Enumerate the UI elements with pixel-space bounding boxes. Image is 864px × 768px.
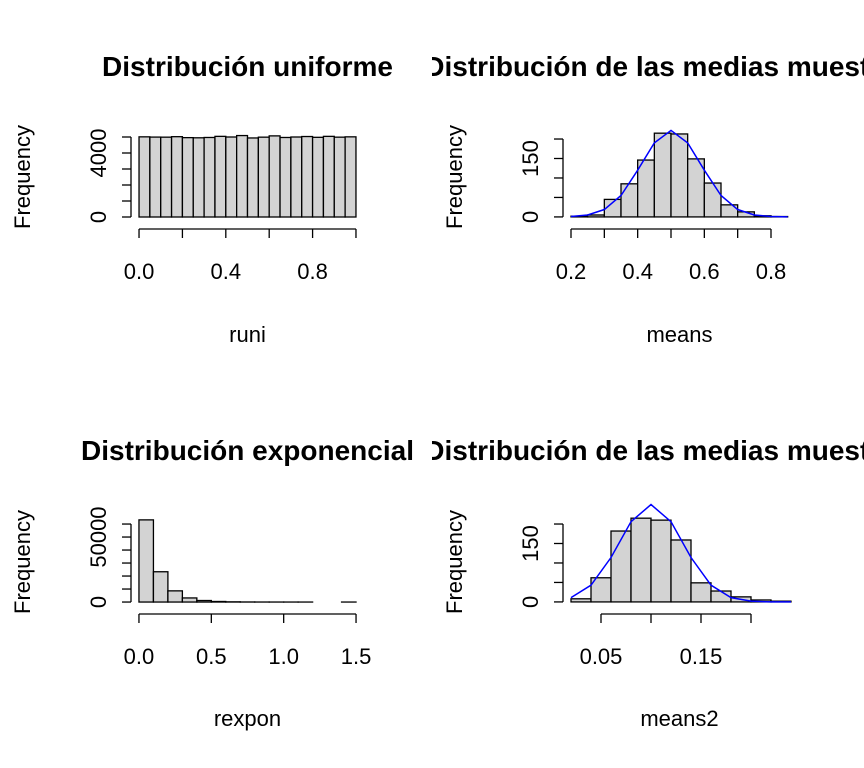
x-axis-label: rexpon bbox=[214, 706, 281, 731]
bar bbox=[181, 597, 198, 603]
bar bbox=[170, 136, 184, 218]
bar bbox=[268, 135, 281, 218]
y-axis-label: Frequency bbox=[442, 510, 467, 614]
chart-title: Distribución uniforme bbox=[102, 51, 393, 82]
bar bbox=[138, 136, 151, 218]
density-curve bbox=[570, 129, 788, 218]
bar bbox=[149, 136, 162, 218]
y-tick-label: 0 bbox=[86, 596, 111, 608]
x-tick-label: 1.0 bbox=[268, 644, 299, 669]
bar bbox=[181, 136, 194, 218]
x-tick-label: 0.0 bbox=[124, 259, 155, 284]
chart-title: Distribución de las medias muestrales bbox=[424, 51, 864, 82]
bar bbox=[653, 132, 672, 218]
bar bbox=[192, 137, 205, 218]
x-tick-label: 0.15 bbox=[680, 644, 723, 669]
y-tick-label: 0 bbox=[518, 211, 543, 223]
x-tick-label: 0.8 bbox=[756, 259, 787, 284]
panel: Distribución exponencial rexpon Frequency 0… bbox=[10, 435, 414, 731]
chart-title: Distribución exponencial bbox=[81, 435, 414, 466]
x-tick-label: 1.5 bbox=[341, 644, 372, 669]
x-tick-label: 0.6 bbox=[689, 259, 720, 284]
density-curve bbox=[570, 503, 791, 603]
bar bbox=[203, 136, 216, 218]
bar bbox=[637, 159, 655, 218]
bar bbox=[225, 136, 238, 218]
y-tick-label: 0 bbox=[518, 596, 543, 608]
bar bbox=[311, 136, 325, 218]
y-axis-label: Frequency bbox=[10, 510, 35, 614]
bar bbox=[687, 158, 705, 218]
bar bbox=[214, 135, 227, 218]
bar bbox=[630, 517, 652, 603]
bar bbox=[670, 539, 692, 603]
bar bbox=[257, 136, 270, 218]
bar bbox=[650, 519, 672, 603]
panel: Distribución de las medias muestrales mea… bbox=[424, 435, 864, 731]
panel: Distribución uniforme runi Frequency 0.0 0.4… bbox=[10, 51, 393, 347]
bar bbox=[720, 204, 739, 218]
bar bbox=[246, 137, 259, 218]
bar bbox=[290, 136, 303, 218]
x-tick-label: 0.0 bbox=[124, 644, 155, 669]
bar bbox=[160, 136, 173, 218]
x-axis-label: runi bbox=[229, 322, 266, 347]
bar bbox=[301, 135, 314, 218]
x-tick-label: 0.8 bbox=[297, 259, 328, 284]
y-tick-label: 150 bbox=[518, 140, 543, 177]
bar bbox=[670, 133, 689, 218]
bar bbox=[587, 214, 605, 218]
x-tick-label: 0.4 bbox=[622, 259, 653, 284]
bar bbox=[152, 571, 169, 603]
x-tick-label: 0.4 bbox=[211, 259, 242, 284]
bar bbox=[570, 598, 592, 603]
bar bbox=[138, 519, 155, 603]
bar bbox=[196, 599, 212, 603]
y-tick-label: 150 bbox=[518, 525, 543, 562]
bar bbox=[610, 530, 632, 603]
panel: Distribución de las medias muestrales mea… bbox=[424, 51, 864, 347]
bar bbox=[210, 600, 227, 603]
y-tick-label: 50000 bbox=[86, 506, 111, 567]
bar bbox=[279, 136, 292, 218]
x-axis-label: means2 bbox=[640, 706, 718, 731]
y-tick-label: 4000 bbox=[86, 129, 111, 178]
bar bbox=[690, 582, 712, 603]
y-tick-label: 0 bbox=[86, 211, 111, 223]
x-tick-label: 0.5 bbox=[196, 644, 227, 669]
bar bbox=[333, 136, 346, 218]
chart-title: Distribución de las medias muestrales bbox=[424, 435, 864, 466]
x-tick-label: 0.05 bbox=[580, 644, 623, 669]
bar bbox=[236, 134, 249, 218]
y-axis-label: Frequency bbox=[442, 125, 467, 229]
y-axis-label: Frequency bbox=[10, 125, 35, 229]
bar bbox=[344, 136, 357, 218]
x-axis-label: means bbox=[646, 322, 712, 347]
bar bbox=[703, 182, 722, 218]
bar bbox=[322, 135, 335, 218]
bar bbox=[620, 183, 639, 218]
bar bbox=[167, 590, 184, 603]
x-tick-label: 0.2 bbox=[556, 259, 587, 284]
